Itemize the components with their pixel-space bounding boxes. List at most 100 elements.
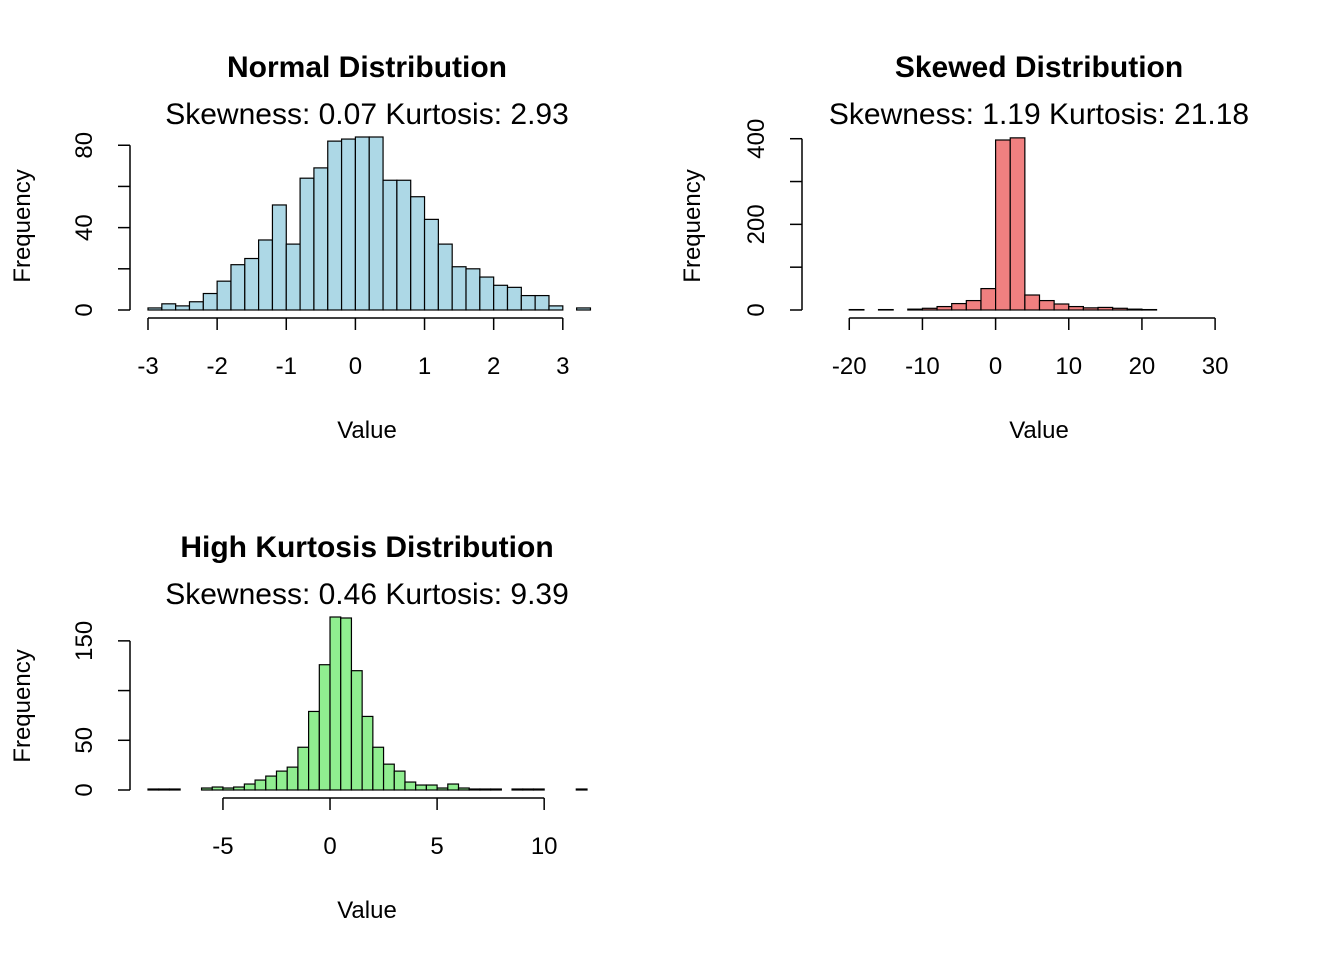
histogram-bar — [1053, 303, 1070, 311]
histogram-bar — [299, 177, 315, 311]
x-tick-label: 0 — [349, 353, 362, 380]
x-tick-label: 2 — [487, 353, 500, 380]
y-tick-label: 80 — [71, 132, 98, 159]
histogram-bar — [161, 303, 177, 311]
histogram-bar — [965, 299, 982, 311]
histogram-bar — [404, 781, 417, 791]
histogram-bar — [286, 766, 299, 791]
chart-subtitle: Skewness: 0.46 Kurtosis: 9.39 — [165, 578, 569, 611]
x-axis-label: Value — [337, 897, 397, 924]
histogram-bar — [1009, 137, 1026, 311]
histogram-bar — [1097, 306, 1114, 311]
histogram-bar — [393, 770, 406, 791]
histogram-bar — [350, 670, 363, 791]
panel-normal: Normal Distribution Skewness: 0.07 Kurto… — [9, 51, 592, 444]
histogram-bar — [1082, 307, 1099, 311]
histogram-bar — [340, 617, 353, 791]
histogram-bar — [410, 196, 426, 311]
x-tick-label: -5 — [212, 833, 233, 860]
histogram-bar — [575, 788, 588, 791]
histogram-bar — [308, 710, 320, 791]
x-tick-label: 10 — [531, 833, 558, 860]
histogram-bar — [200, 787, 213, 791]
y-tick-label: 200 — [743, 204, 770, 244]
histogram-bar — [1038, 299, 1055, 311]
histogram-bar — [361, 715, 374, 791]
histogram-bar — [457, 787, 470, 791]
histogram-bar — [1126, 308, 1143, 311]
histogram-bar — [329, 616, 342, 791]
histogram-bar — [465, 268, 481, 311]
y-tick-label: 400 — [743, 119, 770, 159]
histogram-bar — [244, 257, 260, 311]
histogram-bar — [243, 783, 256, 791]
histogram-bar — [258, 239, 274, 311]
histogram-bar — [265, 775, 278, 791]
histogram-bar — [451, 266, 467, 311]
histogram-bar — [520, 294, 536, 311]
y-tick-label: 50 — [71, 727, 98, 754]
chart-title: Skewed Distribution — [895, 51, 1183, 84]
histogram-bar — [313, 167, 329, 311]
histogram-bar — [493, 284, 509, 311]
histogram-bar — [576, 307, 592, 311]
y-axis-label: Frequency — [679, 169, 706, 282]
histogram-bar — [275, 770, 288, 791]
histogram-bar — [222, 787, 235, 791]
histogram-bar — [327, 140, 343, 311]
histogram-bar — [437, 243, 453, 311]
histogram-bar — [436, 787, 449, 791]
histogram-bar — [147, 788, 160, 791]
x-tick-label: -10 — [905, 353, 940, 380]
histogram-bar — [372, 746, 385, 791]
histogram-bar — [340, 138, 357, 311]
x-tick-label: -2 — [206, 353, 227, 380]
histogram-bar — [254, 779, 267, 791]
histogram-bar — [506, 286, 522, 311]
histogram-bar — [216, 280, 232, 311]
panel-high-kurtosis: High Kurtosis Distribution Skewness: 0.4… — [9, 531, 588, 924]
histogram-bar — [158, 788, 171, 791]
histogram-bar — [907, 308, 924, 311]
histogram-bar — [951, 302, 967, 311]
x-tick-label: -20 — [832, 353, 867, 380]
y-axis-label: Frequency — [9, 649, 36, 762]
histogram-bar — [980, 287, 997, 311]
histogram-bar — [921, 307, 938, 311]
histogram-bar — [1112, 307, 1128, 311]
y-tick-label: 40 — [71, 214, 98, 241]
x-tick-label: 30 — [1202, 353, 1229, 380]
histogram-bar — [1068, 305, 1085, 311]
histogram-bar — [479, 276, 495, 311]
histogram-bar — [994, 139, 1011, 311]
x-tick-label: 0 — [989, 353, 1002, 380]
y-axis-label: Frequency — [9, 169, 36, 282]
histogram-bar — [297, 746, 310, 791]
histogram-bar — [1024, 294, 1041, 311]
y-tick-label: 0 — [71, 783, 98, 796]
x-axis-label: Value — [337, 417, 397, 444]
histogram-bar — [468, 788, 481, 791]
x-tick-label: 5 — [430, 833, 443, 860]
chart-subtitle: Skewness: 0.07 Kurtosis: 2.93 — [165, 98, 569, 131]
histogram-bar — [318, 664, 331, 791]
histogram-bar — [479, 788, 492, 791]
histogram-bar — [285, 243, 301, 311]
x-axis-label: Value — [1009, 417, 1069, 444]
x-tick-label: -1 — [276, 353, 297, 380]
histogram-bar — [211, 786, 224, 791]
histogram-bar — [415, 784, 427, 791]
histogram-bar — [490, 788, 502, 791]
x-tick-label: -3 — [137, 353, 158, 380]
histogram-bar — [447, 783, 460, 791]
histogram-bar — [271, 204, 287, 311]
chart-subtitle: Skewness: 1.19 Kurtosis: 21.18 — [829, 98, 1249, 131]
histogram-bar — [354, 136, 370, 311]
histogram-bar — [382, 763, 395, 791]
chart-title: Normal Distribution — [227, 51, 507, 84]
histogram-bar — [233, 786, 245, 791]
x-tick-label: 0 — [323, 833, 336, 860]
y-tick-label: 0 — [71, 303, 98, 316]
histogram-bar — [511, 788, 524, 791]
y-tick-label: 0 — [743, 303, 770, 316]
